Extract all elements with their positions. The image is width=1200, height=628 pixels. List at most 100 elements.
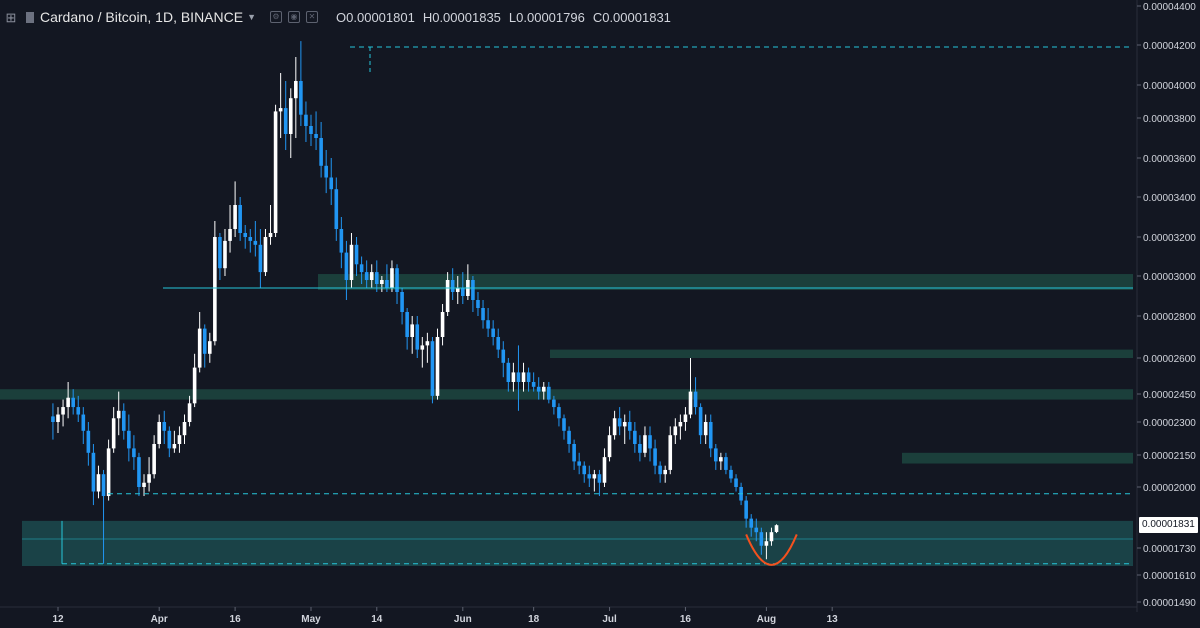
close-icon[interactable]: ✕ — [306, 11, 319, 23]
ohlc-open: O0.00001801 — [336, 9, 415, 25]
candle-body — [557, 407, 561, 419]
candle — [137, 452, 141, 497]
candle-body — [213, 237, 217, 342]
candle — [223, 229, 227, 276]
candle — [658, 461, 662, 483]
candle — [516, 345, 521, 411]
y-tick-label: 0.00002000 — [1143, 483, 1196, 494]
candle — [56, 407, 60, 433]
candle — [182, 414, 187, 444]
candle-body — [400, 292, 404, 312]
candle-body — [420, 345, 425, 350]
candle-body — [364, 272, 369, 280]
candle-body — [86, 430, 91, 453]
price-axis[interactable]: 0.00004400 0.00004200 0.00004000 0.00003800… — [1136, 0, 1196, 612]
candle-body — [187, 403, 192, 422]
candle — [400, 288, 404, 325]
candle-body — [51, 416, 55, 422]
zone-rect — [318, 274, 1133, 290]
candle-body — [268, 233, 273, 237]
candle-body — [243, 233, 248, 237]
candle — [61, 399, 65, 427]
candle — [197, 312, 202, 373]
candle-body — [663, 469, 667, 475]
candle — [440, 304, 445, 346]
candle — [476, 292, 480, 316]
time-axis[interactable]: 12 Apr 16 May 14 Jun 18 Jul 16 Aug 13 — [0, 606, 1137, 625]
candle — [410, 316, 414, 354]
candle — [334, 177, 339, 241]
eye-icon[interactable]: ◉ — [288, 11, 301, 23]
candle — [258, 229, 263, 288]
expand-icon[interactable]: ⊞ — [5, 9, 17, 25]
candle-body — [774, 525, 779, 532]
candle — [435, 328, 440, 400]
candle — [415, 316, 420, 358]
candle-body — [729, 469, 733, 479]
candle-body — [66, 397, 70, 408]
candle-body — [344, 252, 349, 280]
candle — [81, 407, 86, 444]
candle — [450, 268, 455, 300]
candle-body — [91, 452, 96, 492]
x-tick-label: Aug — [757, 614, 776, 625]
candle — [390, 260, 394, 292]
candle — [288, 88, 293, 158]
chevron-down-icon[interactable]: ▼ — [247, 12, 257, 22]
candle-body — [359, 264, 364, 273]
candle — [243, 225, 248, 249]
candle-body — [258, 244, 263, 273]
candle-body — [582, 465, 587, 475]
candle — [101, 469, 106, 564]
candle-body — [253, 240, 258, 245]
candle-body — [157, 422, 161, 444]
y-tick-label: 0.00001610 — [1143, 571, 1196, 582]
candle-body — [172, 444, 177, 449]
candle — [106, 439, 111, 501]
symbol-title[interactable]: Cardano / Bitcoin, 1D, BINANCE — [40, 9, 244, 25]
candle-body — [536, 386, 541, 392]
candle-body — [592, 474, 597, 479]
candle-body — [132, 448, 136, 458]
candle — [213, 221, 217, 346]
candle — [157, 414, 161, 449]
candle-body — [653, 448, 657, 466]
candle-body — [76, 407, 81, 415]
candle — [385, 264, 389, 292]
candle — [774, 524, 779, 534]
candle-body — [714, 448, 718, 462]
candle — [471, 276, 475, 312]
candle — [481, 300, 485, 329]
candle — [380, 276, 384, 292]
candle-body — [607, 435, 612, 458]
candle — [314, 111, 318, 150]
candle — [612, 410, 617, 440]
candle — [248, 229, 253, 253]
candle — [152, 435, 156, 479]
ohlc-high: H0.00001835 — [422, 9, 501, 25]
candle-body — [410, 324, 414, 337]
candle — [729, 465, 733, 483]
candle-body — [288, 98, 293, 134]
candle — [51, 403, 55, 440]
candle-body — [516, 372, 521, 382]
candle-body — [658, 465, 662, 475]
candle — [364, 260, 369, 288]
x-tick-label: 12 — [52, 614, 64, 625]
candle-body — [521, 372, 526, 382]
x-tick-label: 16 — [230, 614, 242, 625]
candle — [147, 457, 151, 492]
candle-body — [602, 457, 607, 483]
candle — [673, 418, 678, 444]
candle — [268, 205, 273, 245]
candle — [501, 341, 506, 378]
candle-body — [147, 474, 151, 483]
candle — [445, 272, 450, 316]
candle — [698, 403, 703, 444]
candle-body — [612, 418, 617, 436]
y-tick-label: 0.00002150 — [1143, 451, 1196, 462]
settings-icon[interactable]: ⚙ — [270, 11, 283, 23]
candle-body — [385, 280, 389, 288]
candle-body — [769, 532, 774, 542]
